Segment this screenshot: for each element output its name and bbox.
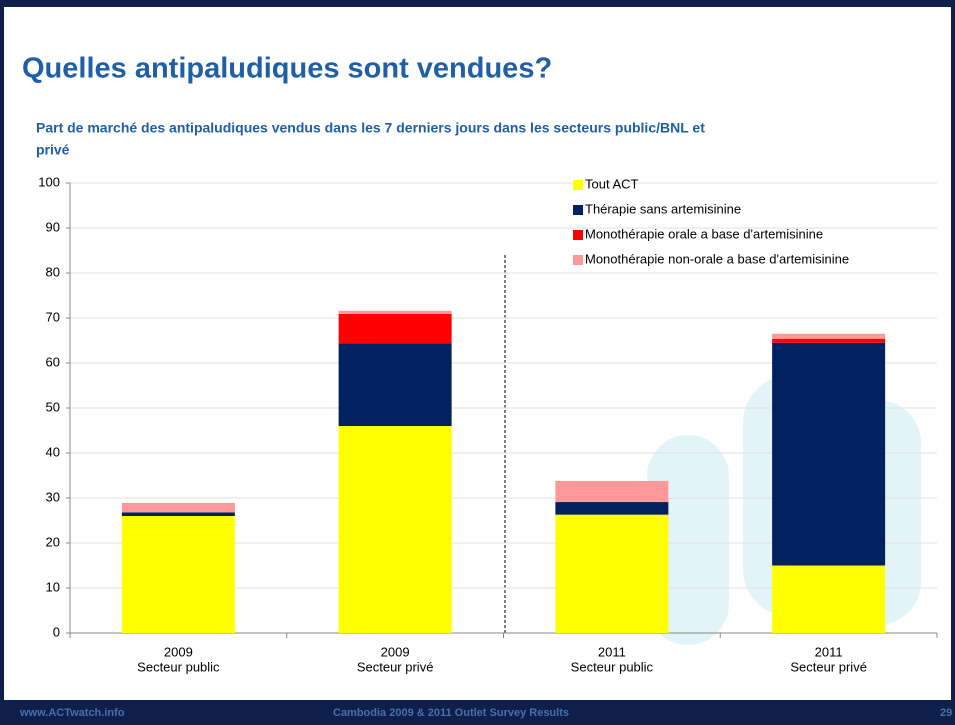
legend-swatch [573,205,583,215]
y-tick-label: 100 [38,174,60,189]
bar-segment [339,311,452,314]
x-tick-label: Secteur privé [357,659,434,674]
x-tick-label: 2009 [164,644,193,659]
legend-swatch [573,255,583,265]
bar-segment [339,426,452,633]
bar-segment [772,343,885,566]
legend-swatch [573,230,583,240]
footer-page: 29 [940,707,952,719]
legend-label: Thérapie sans artemisinine [585,201,741,216]
y-tick-label: 30 [46,489,60,504]
slide: Quelles antipaludiques sont vendues? Par… [0,0,955,725]
right-bar [951,0,955,725]
bar-segment [339,314,452,343]
y-tick-label: 50 [46,399,60,414]
left-bar [0,0,4,725]
y-tick-label: 90 [46,219,60,234]
x-tick-label: 2009 [381,644,410,659]
bar-segment [122,503,235,512]
footer-center: Cambodia 2009 & 2011 Outlet Survey Resul… [333,707,569,719]
y-tick-label: 80 [46,264,60,279]
y-tick-label: 70 [46,309,60,324]
top-bar [0,0,955,7]
bar-segment [772,334,885,339]
legend-label: Monothérapie orale a base d'artemisinine [585,226,823,241]
bar-segment [122,512,235,516]
x-tick-label: 2011 [815,644,843,659]
y-tick-label: 10 [46,579,60,594]
bar-segment [555,502,668,515]
bar-segment [772,339,885,343]
y-tick-label: 60 [46,354,60,369]
bar-segment [555,481,668,502]
y-tick-label: 40 [46,444,60,459]
x-tick-label: Secteur public [571,659,654,674]
y-tick-label: 20 [46,534,60,549]
footer-left: www.ACTwatch.info [19,707,125,719]
bar-segment [555,515,668,633]
chart-subtitle: privé [36,142,70,158]
legend-swatch [573,180,583,190]
legend-label: Tout ACT [585,176,639,191]
bar-segment [339,343,452,426]
y-tick-label: 0 [53,624,60,639]
bar-segment [122,516,235,633]
x-tick-label: 2011 [598,644,626,659]
chart-title: Part de marché des antipaludiques vendus… [36,120,705,136]
x-tick-label: Secteur privé [790,659,867,674]
x-tick-label: Secteur public [137,659,220,674]
slide-title: Quelles antipaludiques sont vendues? [22,53,552,85]
bar-segment [772,566,885,634]
legend-label: Monothérapie non-orale a base d'artemisi… [585,251,849,266]
